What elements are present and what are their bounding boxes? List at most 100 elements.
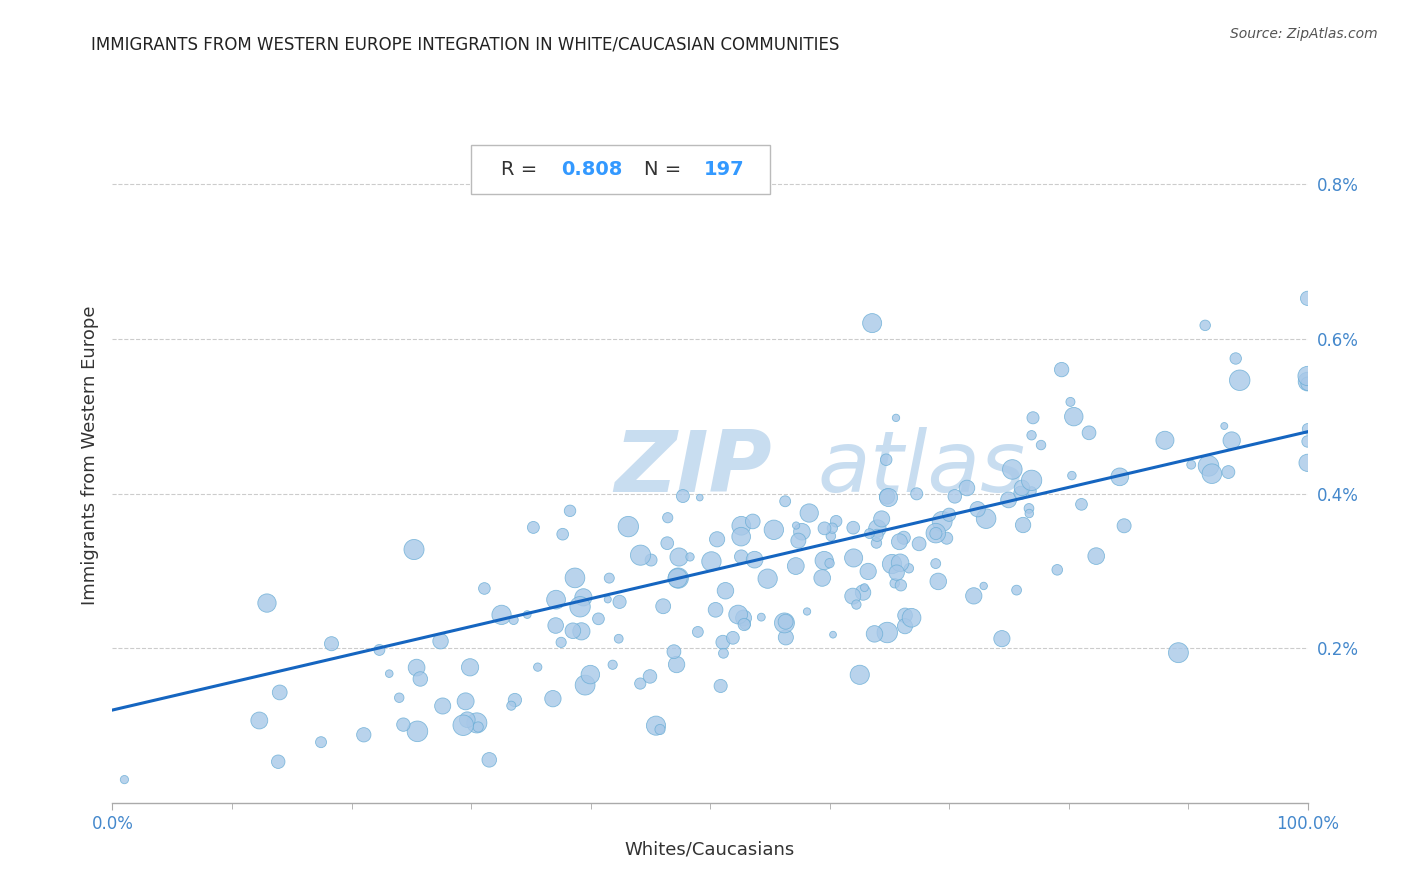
Point (825, 514, 848, 528)
Point (890, 578, 912, 592)
Point (429, 634, 451, 648)
Point (1154, 434, 1177, 448)
Point (1201, 467, 1223, 481)
Point (773, 494, 796, 508)
Point (1218, 465, 1240, 479)
Point (267, 755, 290, 769)
Point (733, 617, 755, 632)
Point (730, 518, 752, 533)
Point (991, 632, 1014, 646)
Point (602, 657, 624, 672)
Point (516, 607, 538, 622)
Point (775, 631, 797, 645)
Point (628, 676, 651, 690)
X-axis label: Whites/Caucasians: Whites/Caucasians (624, 841, 796, 859)
Point (848, 668, 870, 682)
Point (821, 521, 844, 535)
Point (1108, 470, 1130, 484)
Point (1198, 458, 1220, 473)
Point (579, 667, 602, 681)
Point (741, 515, 763, 529)
Point (392, 717, 415, 731)
Point (853, 581, 876, 595)
Point (648, 723, 671, 737)
Point (749, 610, 772, 624)
Point (1180, 458, 1202, 472)
Point (704, 603, 727, 617)
Point (353, 728, 375, 742)
Point (876, 490, 898, 504)
Point (877, 491, 900, 505)
Point (866, 522, 889, 536)
Point (1220, 434, 1243, 448)
FancyBboxPatch shape (471, 145, 770, 194)
Point (860, 316, 883, 330)
Point (657, 510, 679, 524)
Point (503, 693, 526, 707)
Point (852, 585, 875, 599)
Point (997, 492, 1019, 507)
Point (711, 635, 734, 649)
Point (886, 566, 908, 580)
Point (501, 698, 523, 713)
Point (456, 713, 478, 727)
Point (571, 624, 593, 639)
Point (1018, 501, 1040, 516)
Point (893, 531, 915, 545)
Point (875, 452, 897, 467)
Point (889, 534, 911, 549)
Point (1167, 646, 1189, 660)
Point (973, 579, 995, 593)
Point (714, 583, 737, 598)
Point (114, 772, 135, 787)
Point (900, 611, 922, 625)
Point (1029, 438, 1052, 452)
Point (925, 557, 948, 571)
Point (1063, 409, 1085, 424)
Point (1011, 481, 1033, 495)
Point (1060, 468, 1083, 483)
Point (402, 542, 425, 557)
Point (1046, 563, 1069, 577)
Point (1021, 473, 1043, 487)
Point (730, 530, 752, 544)
Point (1018, 507, 1040, 521)
Point (541, 691, 564, 706)
Point (544, 592, 567, 607)
Text: IMMIGRANTS FROM WESTERN EUROPE INTEGRATION IN WHITE/CAUCASIAN COMMUNITIES: IMMIGRANTS FROM WESTERN EUROPE INTEGRATI… (91, 36, 839, 54)
Point (1078, 425, 1101, 440)
Point (247, 714, 270, 728)
Point (811, 571, 834, 585)
Point (321, 637, 343, 651)
Text: Source: ZipAtlas.com: Source: ZipAtlas.com (1230, 27, 1378, 41)
Point (956, 481, 979, 495)
Point (762, 523, 785, 537)
Point (884, 410, 907, 425)
Point (467, 720, 489, 734)
Point (889, 556, 911, 570)
Point (689, 491, 711, 505)
Point (897, 561, 920, 575)
Point (1225, 351, 1247, 366)
Point (561, 624, 583, 638)
Point (925, 526, 948, 541)
Point (657, 536, 679, 550)
Point (943, 489, 966, 503)
Point (700, 554, 723, 568)
Y-axis label: Immigrants from Western Europe: Immigrants from Western Europe (80, 305, 98, 605)
Point (821, 628, 844, 642)
Point (378, 666, 401, 681)
Point (931, 515, 953, 529)
Point (908, 537, 931, 551)
Point (842, 589, 865, 603)
Point (1050, 362, 1073, 376)
Point (713, 646, 735, 660)
Text: N =: N = (644, 161, 688, 179)
Point (756, 572, 779, 586)
Point (574, 678, 596, 692)
Point (813, 553, 835, 567)
Point (894, 608, 917, 623)
Point (1114, 518, 1136, 533)
Text: atlas: atlas (818, 427, 1025, 510)
Point (309, 735, 332, 749)
